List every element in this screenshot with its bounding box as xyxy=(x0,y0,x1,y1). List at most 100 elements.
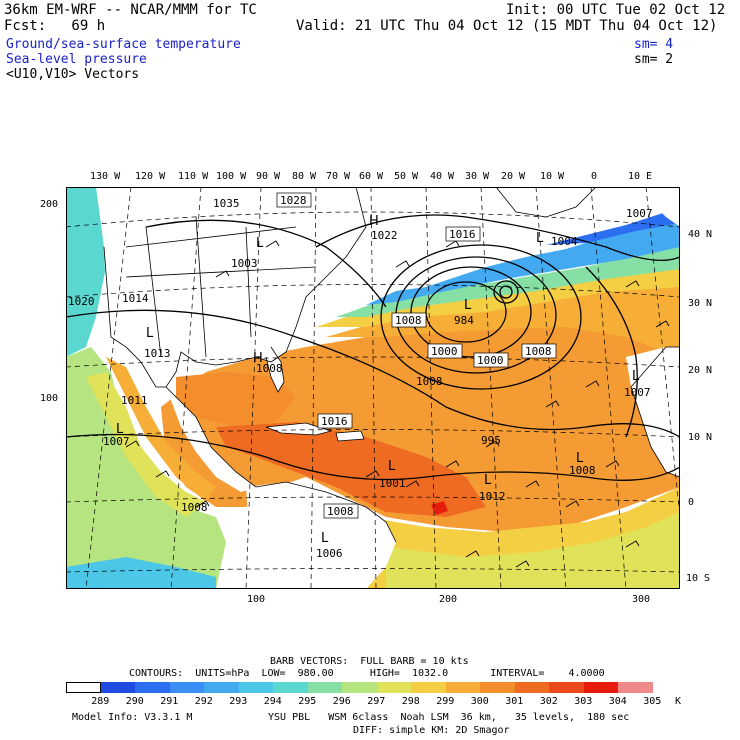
pressure-label: 1016 xyxy=(449,228,476,241)
lon-label: 90 W xyxy=(256,171,281,182)
model-title: 36km EM-WRF -- NCAR/MMM for TC xyxy=(4,2,257,18)
pressure-label: 1000 xyxy=(477,354,504,367)
valid-time: Valid: 21 UTC Thu 04 Oct 12 (15 MDT Thu … xyxy=(296,18,718,34)
colorbar-swatch xyxy=(549,682,584,693)
field-slp-sm: sm= 2 xyxy=(634,52,674,67)
pressure-label: 1006 xyxy=(316,547,343,560)
low-marker: L xyxy=(484,473,492,488)
colorbar-label: 291 xyxy=(160,696,179,707)
colorbar-label: 289 xyxy=(91,696,110,707)
lon-label: 130 W xyxy=(90,171,121,182)
pressure-label: 1007 xyxy=(626,207,653,220)
sst-pacific-yellow xyxy=(86,372,206,517)
sst-subtropical xyxy=(326,282,680,357)
physics-info: YSU PBL WSM 6class Noah LSM 36 km, 35 le… xyxy=(268,712,630,723)
sst-cold-band xyxy=(366,222,680,305)
lon-label: 70 W xyxy=(326,171,351,182)
colorbar-unit: K xyxy=(675,696,682,707)
pressure-label: 1012 xyxy=(479,490,506,503)
lat-label: 30 N xyxy=(688,298,713,309)
colorbar-label: 293 xyxy=(229,696,248,707)
pressure-label: 995 xyxy=(481,434,501,447)
land-central-america xyxy=(166,387,256,492)
sst-mid-atlantic xyxy=(316,267,680,327)
pressure-label: 1008 xyxy=(416,375,443,388)
sst-gulf-warm xyxy=(176,372,296,427)
barb-legend: BARB VECTORS: FULL BARB = 10 kts xyxy=(270,656,469,667)
pressure-label: 1003 xyxy=(231,257,258,270)
lon-label: 10 W xyxy=(540,171,565,182)
grid-y-label: 200 xyxy=(40,199,59,210)
colorbar-swatch xyxy=(238,682,273,693)
sst-cool-band xyxy=(336,247,680,317)
colorbar-swatch xyxy=(514,682,549,693)
low-marker: L xyxy=(576,451,584,466)
land-africa xyxy=(626,347,680,477)
colorbar-label: 303 xyxy=(574,696,593,707)
low-marker: L xyxy=(321,531,329,546)
colorbar-swatch xyxy=(618,682,653,693)
grid-y-label: 100 xyxy=(40,393,59,404)
lon-label: 120 W xyxy=(135,171,166,182)
colorbar-label: 304 xyxy=(608,696,627,707)
sst-caribbean-warm xyxy=(216,422,486,517)
pressure-label: 1007 xyxy=(624,386,651,399)
lon-label: 50 W xyxy=(394,171,419,182)
colorbar-swatch xyxy=(342,682,377,693)
low-marker: L xyxy=(388,459,396,474)
colorbar-label: 298 xyxy=(401,696,420,707)
pressure-label: 1035 xyxy=(213,197,240,210)
low-marker: L xyxy=(116,422,124,437)
grid-x-label: 300 xyxy=(632,594,651,605)
pressure-label: 1008 xyxy=(181,501,208,514)
low-marker: L xyxy=(146,326,154,341)
colorbar-swatch xyxy=(135,682,170,693)
high-marker: H xyxy=(253,351,263,366)
pressure-label: 1007 xyxy=(103,435,130,448)
lon-label: 20 W xyxy=(501,171,526,182)
isobars xyxy=(66,214,680,481)
low-marker: L xyxy=(536,231,544,246)
pressure-label: 1020 xyxy=(68,295,95,308)
pressure-label: 1014 xyxy=(122,292,149,305)
pressure-label: 1013 xyxy=(144,347,171,360)
lon-label: 110 W xyxy=(178,171,209,182)
low-marker: L xyxy=(256,236,264,251)
init-time: Init: 00 UTC Tue 02 Oct 12 xyxy=(506,2,726,18)
lon-label: 60 W xyxy=(359,171,384,182)
pressure-label: 1011 xyxy=(121,394,148,407)
pressure-label: 1008 xyxy=(525,345,552,358)
lon-label: 80 W xyxy=(292,171,317,182)
pressure-label: 1008 xyxy=(256,362,283,375)
lon-label: 0 xyxy=(591,171,598,182)
colorbar-label: 290 xyxy=(125,696,144,707)
pressure-label: 1008 xyxy=(327,505,354,518)
lon-label: 30 W xyxy=(465,171,490,182)
colorbar-label: 295 xyxy=(298,696,317,707)
grid-x-label: 200 xyxy=(439,594,458,605)
weather-map: 1035 1028 1016 1004 1003 1022 1020 1013 … xyxy=(66,187,680,589)
pressure-labels: 1035 1028 1016 1004 1003 1022 1020 1013 … xyxy=(68,192,653,560)
wind-vectors xyxy=(125,240,670,568)
colorbar-label: 296 xyxy=(332,696,351,707)
pressure-label: 1022 xyxy=(371,229,398,242)
pressure-label: 984 xyxy=(454,314,474,327)
colorbar-label: 302 xyxy=(539,696,558,707)
lat-label: 10 N xyxy=(688,432,713,443)
lon-label: 40 W xyxy=(430,171,455,182)
field-slp: Sea-level pressure xyxy=(6,52,147,67)
colorbar-swatch xyxy=(376,682,411,693)
colorbar-label: 294 xyxy=(263,696,282,707)
colorbar-swatch xyxy=(307,682,342,693)
colorbar-swatch xyxy=(100,682,135,693)
colorbar-swatch xyxy=(583,682,618,693)
colorbar-swatch xyxy=(273,682,308,693)
physics-info-2: DIFF: simple KM: 2D Smagor xyxy=(353,725,510,736)
land-greenland xyxy=(496,187,596,217)
lon-label: 10 E xyxy=(628,171,653,182)
sst-pacific-cyan xyxy=(66,557,216,589)
pressure-label: 1004 xyxy=(551,235,578,248)
colorbar-label: 297 xyxy=(367,696,386,707)
lat-label: 20 N xyxy=(688,365,713,376)
colorbar-label: 299 xyxy=(436,696,455,707)
